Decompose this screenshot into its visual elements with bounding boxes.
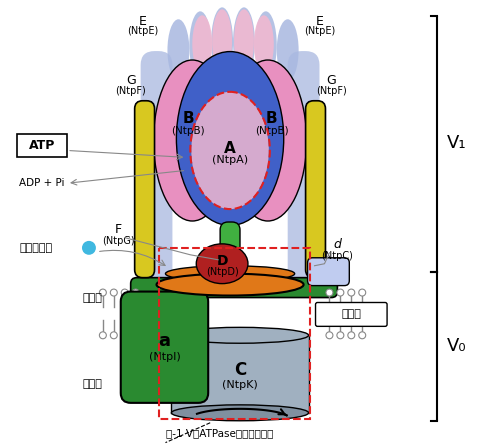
Ellipse shape [196, 244, 248, 283]
Circle shape [110, 332, 117, 339]
Text: (NtpF): (NtpF) [115, 86, 146, 96]
Text: 細胞膜: 細胞膜 [341, 309, 361, 320]
Text: (NtpG): (NtpG) [102, 236, 135, 246]
Text: 水素イオン: 水素イオン [19, 243, 52, 253]
Circle shape [99, 289, 107, 296]
Ellipse shape [171, 328, 309, 343]
Text: G: G [126, 74, 135, 87]
Ellipse shape [192, 15, 212, 73]
Text: E: E [139, 15, 146, 28]
FancyBboxPatch shape [308, 258, 349, 286]
Text: A: A [224, 141, 236, 156]
FancyBboxPatch shape [131, 278, 337, 298]
FancyBboxPatch shape [121, 291, 208, 403]
Circle shape [121, 332, 128, 339]
Text: ATP: ATP [29, 139, 55, 152]
Text: (NtpC): (NtpC) [322, 251, 353, 261]
Text: (NtpB): (NtpB) [255, 125, 288, 136]
Text: B: B [182, 111, 194, 126]
Text: (NtpI): (NtpI) [149, 352, 180, 362]
Circle shape [348, 332, 355, 339]
Text: E: E [315, 15, 324, 28]
Circle shape [132, 332, 139, 339]
Ellipse shape [168, 19, 189, 81]
FancyBboxPatch shape [288, 51, 320, 287]
Ellipse shape [234, 9, 254, 73]
Circle shape [121, 289, 128, 296]
Circle shape [337, 289, 344, 296]
Circle shape [132, 289, 139, 296]
Circle shape [82, 241, 96, 255]
Text: d: d [334, 239, 341, 251]
Ellipse shape [176, 52, 284, 226]
Bar [171, 335, 309, 413]
Text: (NtpE): (NtpE) [304, 26, 335, 36]
Text: (NtpD): (NtpD) [206, 267, 239, 277]
Text: 細胞外: 細胞外 [83, 379, 103, 389]
Circle shape [348, 289, 355, 296]
Text: (NtpF): (NtpF) [316, 86, 347, 96]
Circle shape [359, 289, 366, 296]
Text: (NtpK): (NtpK) [222, 380, 258, 390]
Text: ADP + Pi: ADP + Pi [19, 178, 65, 188]
Text: G: G [326, 74, 336, 87]
Ellipse shape [171, 405, 309, 421]
Bar [158, 248, 310, 419]
Text: 図-1 V型ATPaseの構造モデル: 図-1 V型ATPaseの構造モデル [167, 429, 274, 439]
Text: (NtpB): (NtpB) [171, 125, 205, 136]
Circle shape [326, 289, 333, 296]
Ellipse shape [211, 8, 233, 77]
Text: a: a [158, 332, 170, 350]
Ellipse shape [212, 9, 232, 73]
Circle shape [359, 332, 366, 339]
Ellipse shape [254, 15, 274, 73]
Ellipse shape [277, 19, 299, 81]
FancyBboxPatch shape [315, 303, 387, 326]
Circle shape [110, 289, 117, 296]
Ellipse shape [255, 11, 277, 79]
FancyBboxPatch shape [135, 101, 155, 278]
Text: C: C [234, 361, 246, 379]
Ellipse shape [229, 60, 307, 221]
Circle shape [99, 332, 107, 339]
Circle shape [337, 332, 344, 339]
Text: (NtpE): (NtpE) [127, 26, 158, 36]
Text: B: B [266, 111, 277, 126]
FancyBboxPatch shape [220, 222, 240, 282]
Ellipse shape [192, 92, 269, 209]
Text: F: F [115, 223, 122, 236]
FancyBboxPatch shape [306, 101, 325, 278]
Text: D: D [216, 254, 228, 268]
FancyBboxPatch shape [17, 134, 67, 158]
Circle shape [326, 332, 333, 339]
Text: V₁: V₁ [447, 134, 467, 153]
Ellipse shape [166, 266, 295, 282]
Ellipse shape [154, 60, 231, 221]
FancyBboxPatch shape [141, 51, 172, 287]
Ellipse shape [156, 274, 304, 295]
Ellipse shape [189, 11, 211, 79]
Text: (NtpA): (NtpA) [212, 155, 248, 166]
Ellipse shape [233, 8, 255, 77]
Text: V₀: V₀ [447, 337, 467, 355]
Text: 細胞内: 細胞内 [83, 292, 103, 303]
